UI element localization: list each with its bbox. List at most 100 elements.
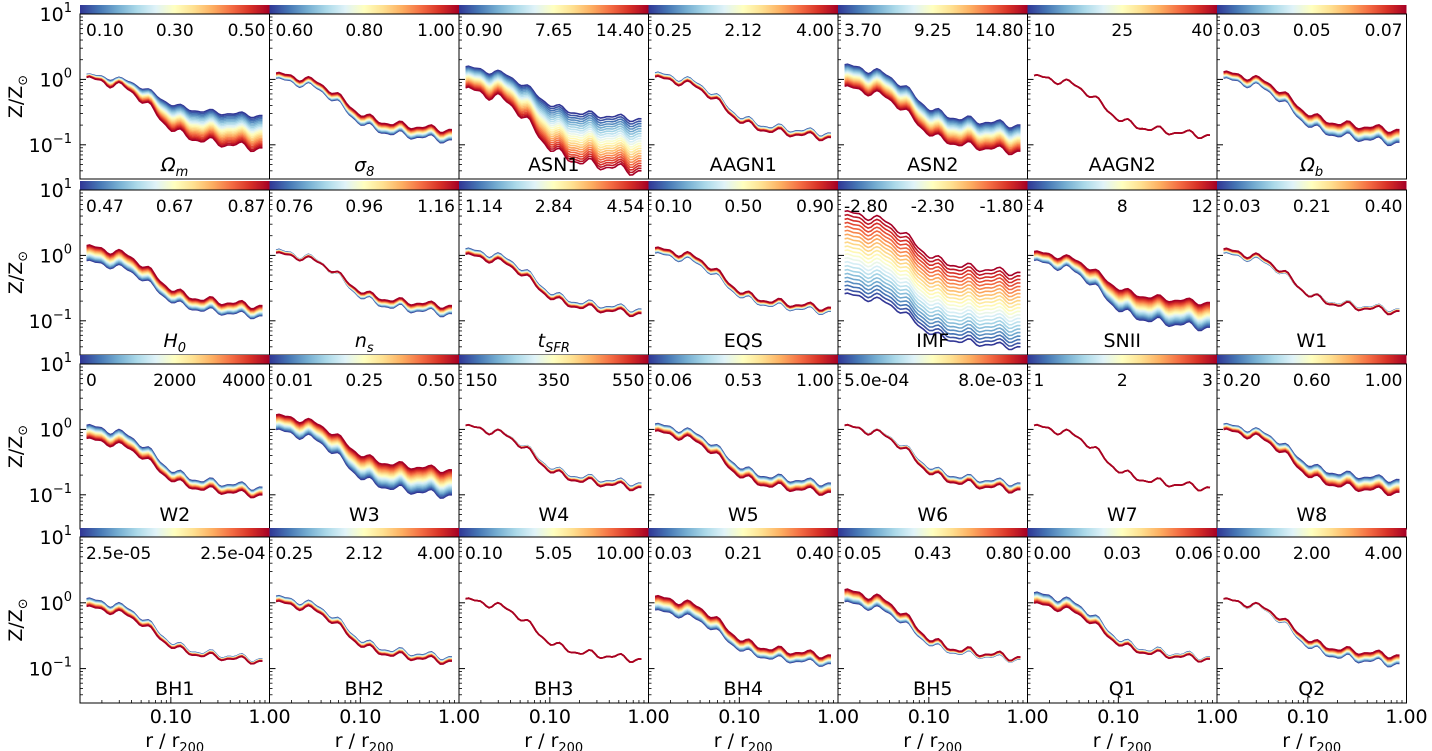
panel-12: -2.80 -2.30 -1.80 IMF — [837, 181, 1028, 356]
profile-line — [844, 217, 1021, 284]
profile-line — [844, 77, 1021, 147]
colorbar — [1217, 5, 1407, 14]
profile-line — [1033, 73, 1211, 140]
panel-8: 0.47 0.67 0.87 H0 101 100 10−1 Z/Z⊙ — [5, 177, 270, 356]
x-axis-label: r / r200 — [1282, 730, 1341, 751]
profile-line — [844, 76, 1021, 146]
profile-lines — [1223, 70, 1400, 147]
colorbar — [269, 355, 459, 364]
colorbar-tick-label: 2.12 — [345, 544, 383, 564]
profile-line — [1033, 73, 1211, 140]
colorbar-tick-label: 0.76 — [276, 197, 314, 217]
colorbar-tick-label: 10.00 — [596, 544, 645, 564]
profile-line — [1033, 601, 1211, 663]
x-axis-label: r / r200 — [1093, 730, 1152, 751]
panel-15: 0 2000 4000 W2 101 100 10−1 Z/Z⊙ — [5, 351, 270, 530]
panel-24: 0.10 5.05 10.00 BH3 0.10 1.00 r / r200 — [458, 528, 670, 751]
panel-label: AAGN2 — [1089, 154, 1156, 176]
profile-line — [465, 597, 642, 663]
colorbar — [269, 181, 459, 190]
colorbar-tick-label: 3.70 — [844, 21, 882, 41]
panel-label: W4 — [538, 504, 569, 526]
profile-line — [844, 423, 1021, 494]
colorbar — [80, 355, 270, 364]
profile-line — [844, 268, 1021, 330]
colorbar-tick-label: 0.01 — [276, 371, 314, 391]
profile-line — [1033, 73, 1211, 140]
colorbar-tick-label: 0.25 — [345, 371, 383, 391]
colorbar — [459, 528, 649, 537]
colorbar-tick-label: 25 — [1111, 21, 1133, 41]
colorbar-tick-label: 2.5e-05 — [86, 544, 151, 564]
y-tick-label: 100 — [40, 242, 72, 267]
colorbar — [1217, 355, 1407, 364]
profile-line — [844, 71, 1021, 139]
profile-line — [465, 66, 642, 125]
colorbar-tick-label: 0.80 — [345, 21, 383, 41]
profile-line — [1223, 428, 1400, 497]
panel-22: 2.5e-05 2.5e-04 BH1 0.10 1.00 r / r200 101 100 1… — [5, 524, 291, 751]
x-tick-label: 1.00 — [248, 706, 290, 728]
colorbar-tick-label: 0.00 — [1223, 544, 1261, 564]
colorbar-tick-label: 7.65 — [535, 21, 573, 41]
colorbar-tick-label: 0.00 — [1034, 544, 1072, 564]
panel-5: 3.70 9.25 14.80 ASN2 — [837, 5, 1028, 180]
colorbar-tick-label: 2 — [1117, 371, 1128, 391]
panel-label: ASN2 — [907, 154, 958, 176]
colorbar-tick-label: 0.10 — [465, 544, 503, 564]
panel-3: 0.90 7.65 14.40 ASN1 — [458, 5, 649, 180]
profile-line — [844, 280, 1021, 340]
panel-label: EQS — [724, 330, 763, 352]
colorbar-tick-label: 0.60 — [1293, 371, 1331, 391]
colorbar — [648, 5, 838, 14]
panel-label: ns — [355, 330, 374, 356]
colorbar-tick-label: -2.80 — [844, 197, 888, 217]
panel-label: Ωb — [1299, 154, 1323, 180]
profile-line — [465, 79, 642, 158]
profile-line — [465, 597, 642, 663]
colorbar-tick-label: 0.10 — [86, 21, 124, 41]
colorbar-tick-label: 0.30 — [156, 21, 194, 41]
colorbar-tick-label: 1.14 — [465, 197, 503, 217]
profile-lines — [465, 423, 642, 492]
profile-line — [86, 436, 263, 499]
profile-line — [1033, 423, 1211, 492]
panel-25: 0.03 0.21 0.40 BH4 0.10 1.00 r / r200 — [648, 528, 859, 751]
profile-line — [844, 272, 1021, 333]
colorbar-tick-label: 0 — [86, 371, 97, 391]
profile-line — [844, 81, 1021, 152]
colorbar-tick-label: 2.12 — [724, 21, 762, 41]
profile-line — [465, 68, 642, 130]
profile-line — [465, 597, 642, 663]
profile-line — [465, 70, 642, 135]
colorbar-tick-label: 0.40 — [1365, 197, 1403, 217]
x-tick-label: 0.10 — [1287, 706, 1329, 728]
profile-line — [844, 66, 1021, 133]
profile-lines — [1223, 422, 1400, 497]
panel-20: 1 2 3 W7 — [1027, 355, 1218, 530]
colorbar-tick-label: 4 — [1034, 197, 1045, 217]
profile-line — [844, 221, 1021, 287]
profile-line — [275, 251, 453, 310]
x-tick-label: 0.10 — [529, 706, 571, 728]
profile-line — [465, 597, 642, 663]
colorbar-tick-label: 5.05 — [535, 544, 573, 564]
profile-line — [1033, 423, 1211, 492]
profile-line — [1033, 73, 1211, 140]
colorbar-tick-label: 4.00 — [1365, 544, 1403, 564]
profile-line — [844, 600, 1021, 663]
y-tick-label: 101 — [40, 1, 72, 26]
profile-line — [465, 597, 642, 663]
x-axis-label: r / r200 — [335, 730, 394, 751]
colorbar-tick-label: 1.16 — [417, 197, 455, 217]
panel-label: Q2 — [1298, 678, 1325, 700]
panel-label: IMF — [916, 330, 949, 352]
profile-line — [844, 75, 1021, 144]
colorbar-tick-label: 0.06 — [655, 371, 693, 391]
x-tick-label: 0.10 — [1097, 706, 1139, 728]
y-tick-label: 10−1 — [29, 308, 72, 333]
panel-14: 0.03 0.21 0.40 W1 — [1216, 181, 1407, 356]
profile-line — [844, 74, 1021, 143]
profile-lines — [86, 597, 263, 665]
profile-line — [465, 597, 642, 663]
